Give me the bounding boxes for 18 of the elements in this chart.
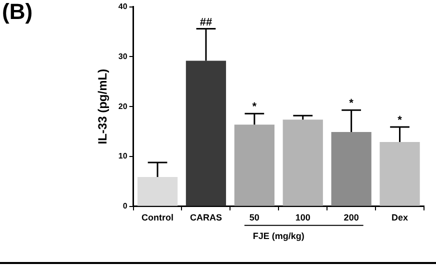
- y-tick-label: 30: [118, 52, 128, 61]
- annotation: *: [398, 114, 403, 127]
- annotation: *: [252, 101, 258, 114]
- y-tick-label: 20: [118, 102, 128, 111]
- annotation: ##: [200, 16, 212, 28]
- chart-title: (B): [2, 0, 33, 24]
- x-axis-title: FJE (mg/kg): [252, 231, 304, 242]
- x-tick-label: 50: [249, 212, 260, 222]
- x-tick-label: Dex: [392, 212, 408, 222]
- y-axis-title: IL-33 (pg/mL): [96, 68, 110, 144]
- x-tick-label: 200: [344, 212, 359, 222]
- annotation: *: [349, 98, 354, 110]
- y-tick-label: 40: [118, 2, 128, 12]
- y-tick-label: 10: [118, 152, 128, 161]
- y-tick-label: 0: [122, 202, 128, 211]
- x-tick-label: Control: [142, 212, 174, 222]
- x-tick-label: 100: [295, 212, 310, 222]
- x-tick-label: CARAS: [190, 212, 222, 222]
